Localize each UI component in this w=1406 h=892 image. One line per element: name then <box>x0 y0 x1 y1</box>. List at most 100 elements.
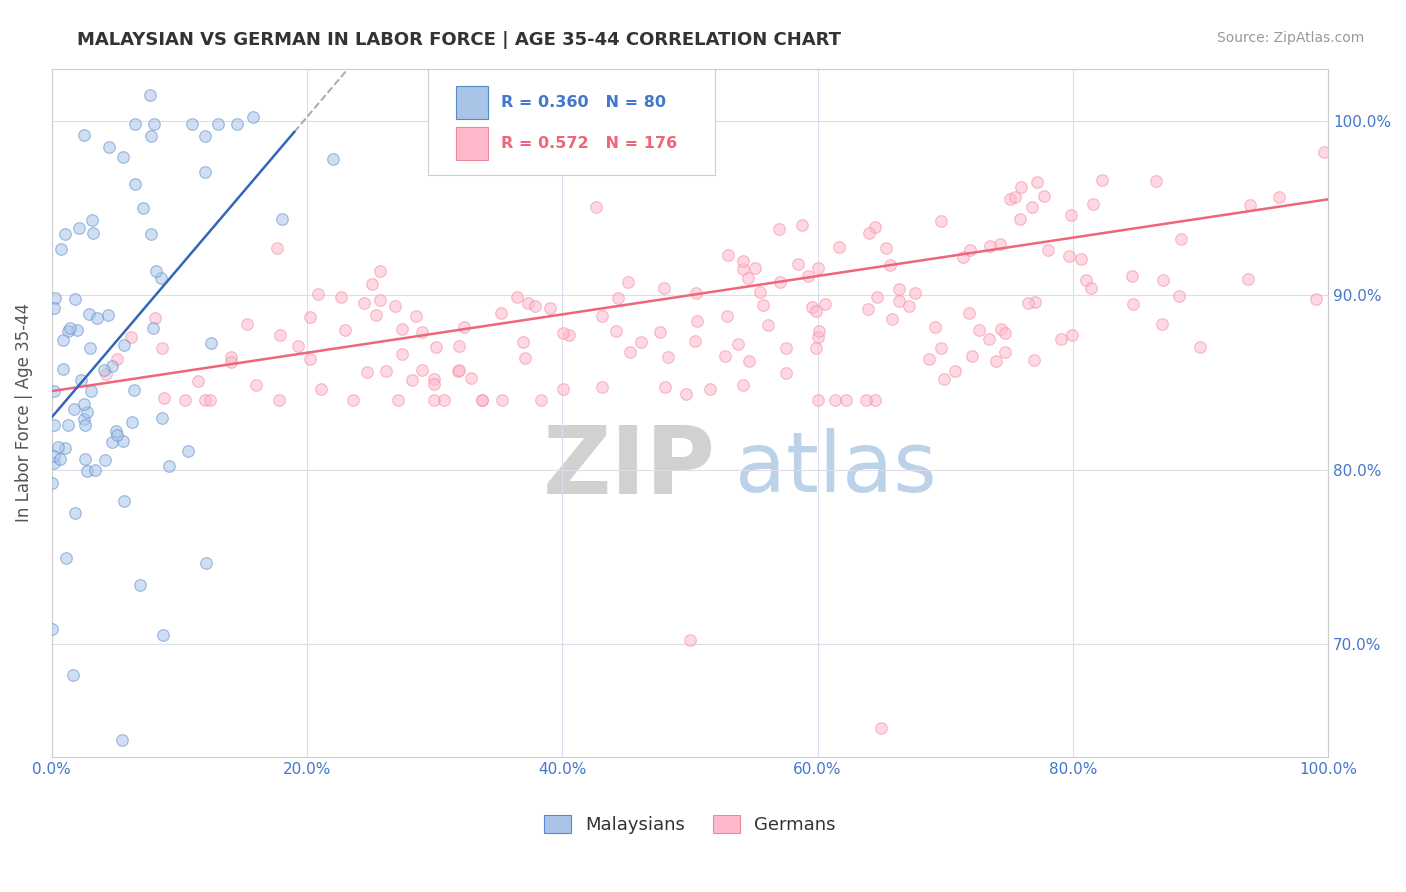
Point <box>198 392 221 407</box>
Point <box>737 270 759 285</box>
Point <box>870 721 893 735</box>
Point <box>105 351 128 366</box>
Point <box>675 387 697 401</box>
Point <box>423 392 446 407</box>
Point <box>75 418 97 433</box>
Point <box>1017 296 1039 310</box>
Point <box>605 324 627 338</box>
Point <box>962 349 984 363</box>
Point <box>98 140 121 154</box>
Point <box>82 226 104 240</box>
Point <box>804 304 827 318</box>
Point <box>994 345 1017 359</box>
Point <box>1167 289 1189 303</box>
Point <box>699 382 721 396</box>
Point <box>152 627 174 641</box>
Point <box>56 324 79 338</box>
Point <box>988 236 1011 251</box>
Point <box>952 250 974 264</box>
Text: Source: ZipAtlas.com: Source: ZipAtlas.com <box>1216 31 1364 45</box>
Point <box>769 275 792 289</box>
Point <box>401 373 423 387</box>
Point <box>717 248 740 262</box>
Point <box>387 392 409 407</box>
Point <box>558 327 581 342</box>
Point <box>657 351 679 365</box>
Point <box>713 349 735 363</box>
Point <box>716 309 738 323</box>
Point <box>929 342 952 356</box>
Point <box>513 351 536 365</box>
Point <box>66 323 89 337</box>
Point <box>51 242 73 256</box>
Point <box>551 326 574 340</box>
Point <box>1170 232 1192 246</box>
Point <box>56 418 79 433</box>
Point <box>423 377 446 392</box>
Point <box>538 301 561 315</box>
Point <box>1050 332 1073 346</box>
Point <box>42 449 65 463</box>
Point <box>814 297 837 311</box>
Text: ZIP: ZIP <box>543 422 716 514</box>
Point <box>73 411 96 425</box>
Point <box>1021 200 1043 214</box>
Point <box>193 129 215 144</box>
Point <box>41 622 63 636</box>
Point <box>617 275 640 289</box>
Point <box>235 317 257 331</box>
Point <box>245 377 267 392</box>
Point <box>768 222 790 236</box>
Point <box>269 327 291 342</box>
Point <box>727 337 749 351</box>
Point <box>63 401 86 416</box>
Point <box>792 218 814 232</box>
Point <box>69 373 91 387</box>
Point <box>887 282 910 296</box>
Point <box>807 392 830 407</box>
Point <box>121 329 143 343</box>
Point <box>48 440 70 454</box>
Point <box>994 326 1017 340</box>
Point <box>924 320 946 334</box>
Point <box>523 299 546 313</box>
Point <box>471 392 494 407</box>
Point <box>63 506 86 520</box>
Point <box>84 463 107 477</box>
Point <box>551 382 574 396</box>
Point <box>1070 252 1092 266</box>
Point <box>101 435 124 450</box>
Point <box>187 374 209 388</box>
Point <box>142 321 165 335</box>
Point <box>934 372 956 386</box>
Point <box>858 227 880 241</box>
Point <box>374 364 396 378</box>
Point <box>52 333 75 347</box>
Point <box>1239 198 1261 212</box>
Point <box>453 320 475 334</box>
Point <box>121 415 143 429</box>
Point <box>299 310 322 324</box>
Point <box>174 392 197 407</box>
Point <box>979 332 1001 346</box>
Point <box>630 334 652 349</box>
Point <box>1313 145 1336 160</box>
Bar <box>457 86 488 119</box>
Point <box>800 300 823 314</box>
Point <box>405 309 427 323</box>
Point <box>157 459 180 474</box>
Point <box>1083 196 1105 211</box>
Point <box>145 264 167 278</box>
Point <box>73 397 96 411</box>
Point <box>1033 189 1056 203</box>
Point <box>55 551 77 566</box>
Point <box>195 556 218 570</box>
Point <box>516 295 538 310</box>
Point <box>368 264 391 278</box>
Text: R = 0.360   N = 80: R = 0.360 N = 80 <box>501 95 666 110</box>
Point <box>129 578 152 592</box>
Point <box>855 392 877 407</box>
Point <box>67 221 90 235</box>
Point <box>744 260 766 275</box>
Point <box>93 363 115 377</box>
